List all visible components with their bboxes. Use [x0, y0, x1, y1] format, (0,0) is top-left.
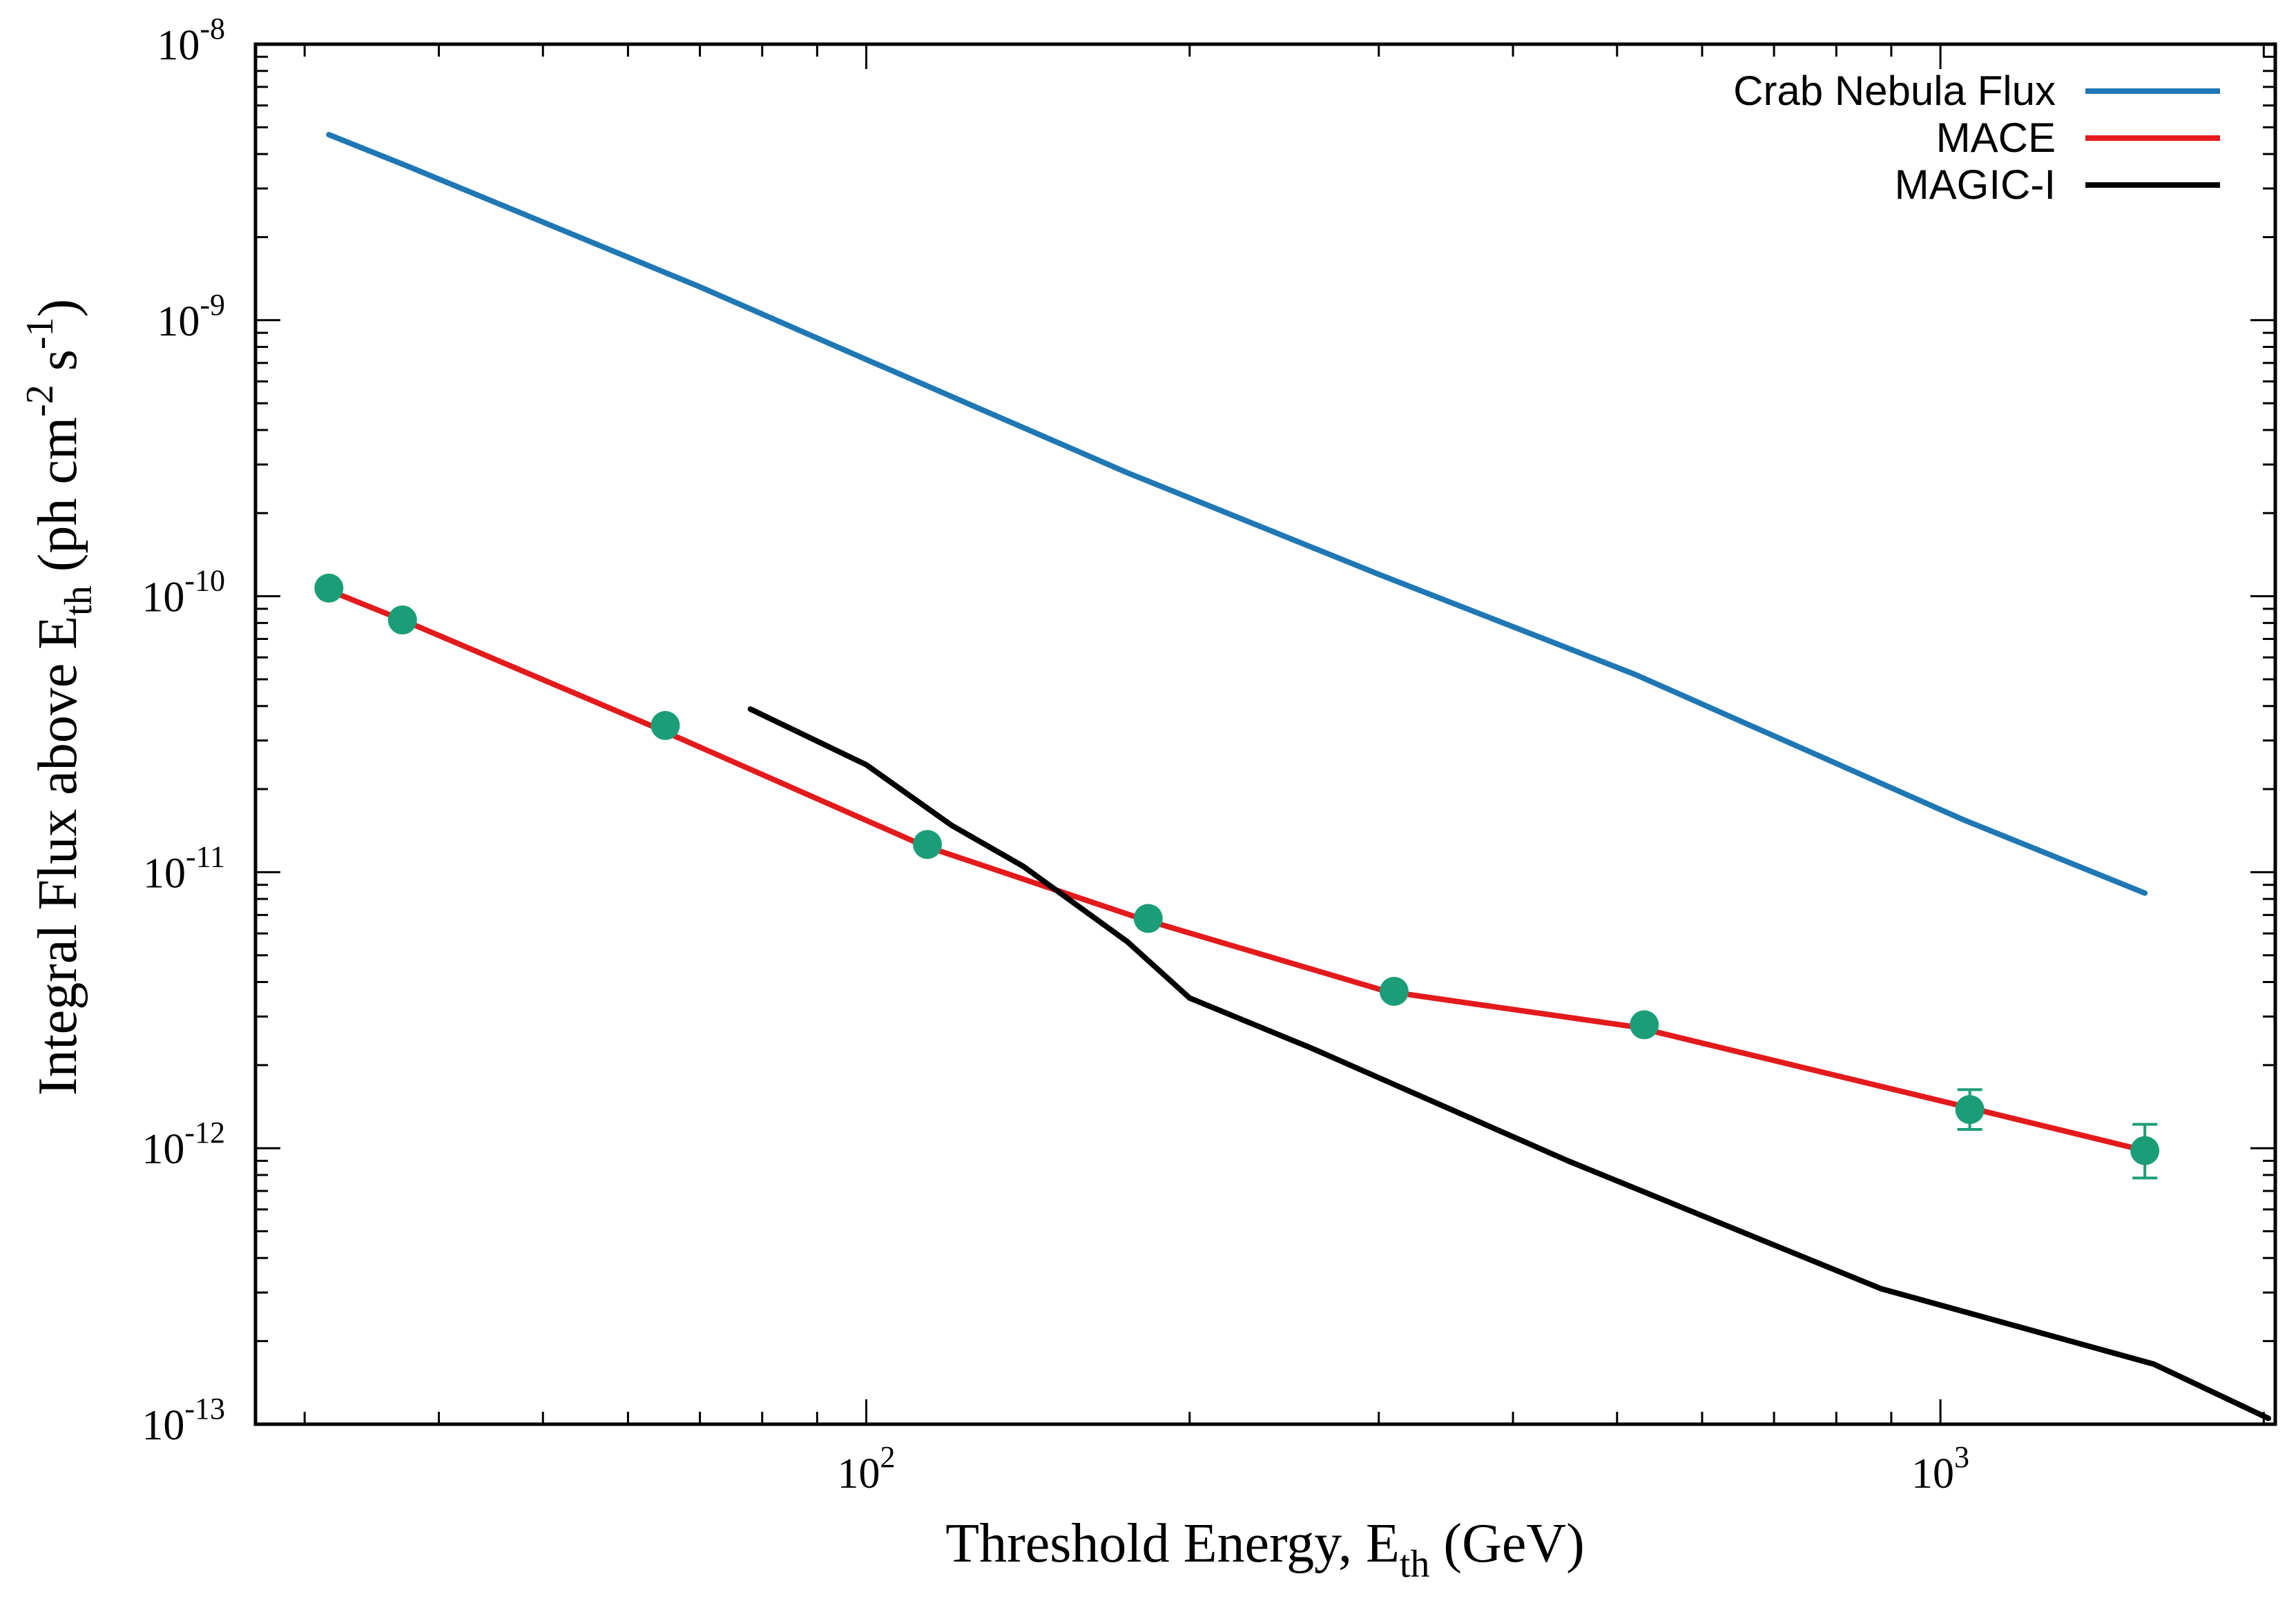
series-line-crab-nebula-flux — [326, 132, 2148, 896]
x-tick-label-base: 10 — [1911, 1450, 1954, 1497]
mace-data-point — [1379, 977, 1409, 1007]
y-axis-label-mid2: s — [28, 349, 88, 385]
y-tick-label-base: 10 — [157, 22, 200, 69]
x-tick-label-base: 10 — [838, 1450, 880, 1497]
y-tick-label: 10-11 — [143, 839, 225, 897]
y-tick-label: 10-10 — [142, 564, 225, 621]
plot-frame — [253, 42, 2277, 1426]
y-axis-label-sup2: -1 — [19, 317, 61, 349]
y-tick-label: 10-13 — [142, 1392, 225, 1449]
y-tick-label-base: 10 — [142, 1402, 184, 1449]
y-axis-label-tail: ) — [28, 299, 88, 318]
mace-data-point — [1630, 1010, 1659, 1040]
y-axis-label-mid: (ph cm — [28, 417, 88, 585]
x-axis-label: Threshold Energy, Eth (GeV) — [945, 1513, 1585, 1586]
mace-data-point — [387, 605, 417, 635]
series-lines — [326, 132, 2271, 1421]
y-tick-label: 10-9 — [157, 288, 225, 345]
x-tick-label-exponent: 2 — [880, 1440, 896, 1474]
series-line-mace — [326, 587, 2148, 1154]
y-axis-label-sup1: -2 — [19, 385, 61, 417]
y-tick-label-base: 10 — [142, 574, 184, 621]
x-tick-label: 103 — [1911, 1440, 1969, 1497]
y-tick-label-exponent: -10 — [184, 564, 225, 598]
mace-data-point — [913, 830, 943, 859]
y-tick-label-exponent: -9 — [200, 288, 225, 322]
x-axis-ticks: 102 103 — [303, 44, 2265, 1497]
y-tick-label-exponent: -11 — [186, 839, 225, 873]
y-tick-label: 10-8 — [157, 12, 225, 69]
x-tick-label-exponent: 3 — [1954, 1440, 1969, 1474]
y-axis-label-subscript: th — [57, 585, 100, 616]
legend-label: MACE — [1936, 115, 2056, 161]
mace-data-point — [650, 710, 680, 740]
mace-data-points — [314, 573, 2160, 1180]
mace-data-point — [314, 573, 344, 603]
legend-label: Crab Nebula Flux — [1733, 68, 2056, 114]
x-axis-label-subscript: th — [1400, 1543, 1430, 1586]
y-axis-label: Integral Flux above Eth (ph cm-2 s-1) — [19, 299, 100, 1096]
legend-label: MAGIC-I — [1895, 162, 2056, 208]
y-axis-label-main: Integral Flux above E — [28, 616, 88, 1096]
x-tick-label: 102 — [838, 1440, 896, 1497]
series-line-magic-i — [747, 706, 2271, 1421]
y-tick-label-base: 10 — [157, 298, 200, 345]
x-axis-label-tail: (GeV) — [1429, 1513, 1584, 1574]
y-tick-label-exponent: -12 — [184, 1116, 225, 1149]
mace-data-point — [2130, 1136, 2160, 1165]
y-tick-label-exponent: -8 — [200, 12, 225, 46]
x-axis-label-main: Threshold Energy, E — [945, 1513, 1400, 1574]
mace-data-point — [1133, 904, 1163, 933]
y-tick-label-base: 10 — [143, 850, 186, 897]
mace-data-point — [1955, 1095, 1985, 1125]
y-tick-label-base: 10 — [142, 1126, 184, 1173]
y-tick-label-exponent: -13 — [184, 1392, 225, 1426]
y-tick-label: 10-12 — [142, 1116, 225, 1173]
